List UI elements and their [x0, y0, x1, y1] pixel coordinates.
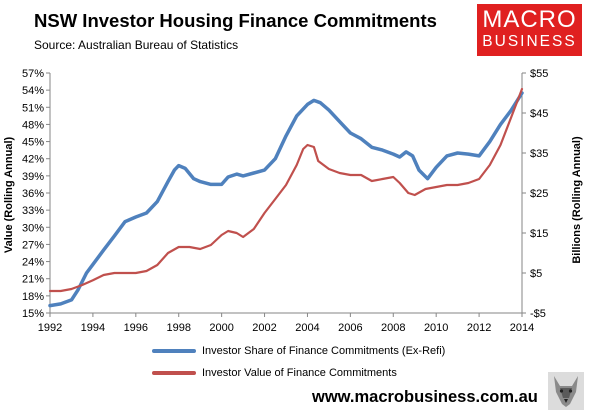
y-axis-right-title: Billions (Rolling Annual)	[571, 136, 583, 264]
y-left-tick-label: 54%	[22, 85, 44, 97]
x-tick-label: 1994	[81, 322, 105, 334]
x-tick-label: 2006	[338, 322, 362, 334]
y-left-tick-label: 21%	[22, 274, 44, 286]
series-line-investor-share	[48, 91, 524, 308]
y-left-tick-label: 15%	[22, 308, 44, 320]
y-left-tick-label: 18%	[22, 291, 44, 303]
logo-line2: BUSINESS	[482, 33, 577, 50]
y-right-tick-label: $45	[530, 108, 548, 120]
x-tick-label: 2008	[381, 322, 405, 334]
y-right-tick-label: $25	[530, 188, 548, 200]
legend-item-share: Investor Share of Finance Commitments (E…	[152, 345, 445, 357]
y-left-tick-label: 33%	[22, 205, 44, 217]
y-left-tick-label: 36%	[22, 188, 44, 200]
y-left-tick-label: 48%	[22, 119, 44, 131]
legend-swatch-share	[152, 349, 196, 354]
y-right-tick-label: $15	[530, 228, 548, 240]
x-tick-label: 1992	[38, 322, 62, 334]
y-left-tick-label: 57%	[22, 68, 44, 80]
wolf-logo-icon	[548, 372, 584, 410]
series-line-investor-value	[48, 87, 524, 293]
logo-line1: MACRO	[482, 6, 577, 33]
x-tick-label: 2012	[467, 322, 491, 334]
y-left-tick-label: 30%	[22, 222, 44, 234]
x-tick-label: 2004	[295, 322, 319, 334]
y-left-tick-label: 45%	[22, 137, 44, 149]
y-right-tick-label: $35	[530, 148, 548, 160]
y-left-tick-label: 42%	[22, 154, 44, 166]
y-axis-left-title: Value (Rolling Annual)	[3, 137, 15, 254]
legend-label-value: Investor Value of Finance Commitments	[202, 367, 397, 379]
x-tick-label: 1996	[124, 322, 148, 334]
chart-subtitle: Source: Australian Bureau of Statistics	[34, 38, 239, 52]
y-left-tick-label: 27%	[22, 239, 44, 251]
legend-swatch-value	[152, 371, 196, 376]
x-tick-label: 2000	[209, 322, 233, 334]
x-tick-label: 2014	[510, 322, 534, 334]
plot-area: 15% 18% 21% 24% 27% 30% 33% 36% 39% 42% 45% 48% 51% 5…	[22, 68, 548, 334]
y-left-tick-label: 39%	[22, 171, 44, 183]
website-url: www.macrobusiness.com.au	[312, 388, 538, 406]
x-tick-label: 1998	[166, 322, 190, 334]
y-left-tick-label: 24%	[22, 257, 44, 269]
y-left-tick-label: 51%	[22, 102, 44, 114]
legend-label-share: Investor Share of Finance Commitments (E…	[202, 345, 446, 357]
chart-title: NSW Investor Housing Finance Commitments	[34, 10, 437, 31]
y-right-tick-label: $55	[530, 68, 548, 80]
y-right-tick-label: $5	[530, 268, 542, 280]
y-right-tick-label: -$5	[530, 308, 546, 320]
x-tick-label: 2002	[252, 322, 276, 334]
x-tick-label: 2010	[424, 322, 448, 334]
macrobusiness-logo: MACRO BUSINESS	[477, 4, 582, 56]
legend-item-value: Investor Value of Finance Commitments	[152, 367, 397, 379]
